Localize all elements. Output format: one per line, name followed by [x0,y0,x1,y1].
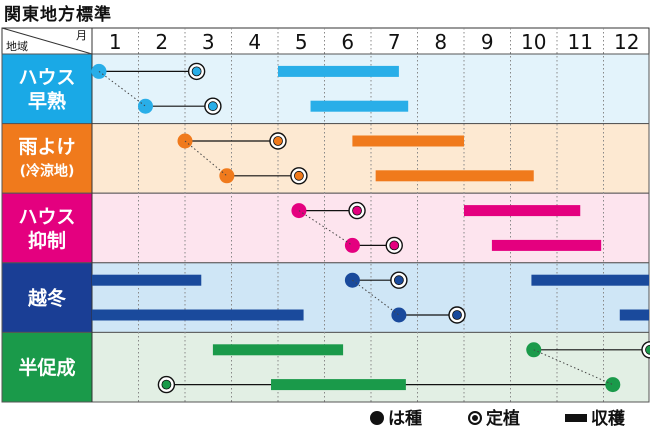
planting-marker-inner [389,240,400,251]
region-label-rain-shelter-1: (冷涼地) [20,162,75,179]
harvest-bar-house-retard [491,239,602,251]
sowing-connector [352,279,400,316]
harvest-bar-house-early [310,100,409,112]
legend-harvest-label: 収穫 [591,409,625,429]
region-label-overwinter-0: 越冬 [27,286,66,309]
month-label-11: 11 [568,30,593,54]
sowing-marker-house-early [137,98,153,114]
region-label-house-retard-0: ハウス [18,206,75,228]
header-month-label: 月 [76,29,87,42]
page-title: 関東地方標準 [4,5,112,25]
legend-planting-label: 定植 [486,409,520,429]
harvest-bar-icon [565,414,587,422]
planting-marker-inner [161,379,172,390]
legend-sowing-label: は種 [388,409,422,429]
region-label-house-early-1: 早熟 [28,90,66,113]
region-label-bg-half-forcing [1,331,93,403]
harvest-bar-overwinter [92,274,202,286]
month-label-10: 10 [521,30,546,54]
planting-marker-inner [273,136,283,146]
sowing-connector [298,210,353,246]
region-label-house-retard-1: 抑制 [28,229,66,252]
region-label-bg-house-early [1,53,93,125]
month-label-7: 7 [388,30,401,54]
harvest-bar-rain-shelter [352,135,464,147]
header-region-label: 地域 [6,40,28,53]
sowing-marker-overwinter [391,307,407,323]
month-label-5: 5 [295,30,308,54]
month-label-2: 2 [155,30,168,54]
month-label-4: 4 [248,30,261,54]
row-bg-half-forcing [91,331,650,403]
planting-marker-inner [207,101,218,112]
sowing-dot-icon [370,411,384,425]
planting-ring-icon [468,411,482,425]
planting-marker-inner [294,170,304,181]
sowing-marker-half-forcing [605,377,621,393]
harvest-bar-half-forcing [212,344,344,356]
month-label-12: 12 [614,30,639,54]
month-label-9: 9 [481,30,494,54]
header-diagonal [1,27,93,55]
harvest-bar-half-forcing [271,379,406,391]
planting-marker-inner [352,205,362,216]
sowing-connector [184,140,228,177]
harvest-bar-overwinter [92,309,304,321]
harvest-bar-overwinter [531,274,649,286]
row-bg-rain-shelter [91,123,650,194]
region-label-house-early-0: ハウス [18,67,75,89]
legend-sowing: は種 [370,404,422,429]
planting-marker-inner [393,275,404,286]
planting-marker-inner [645,344,650,355]
legend-harvest: 収穫 [565,404,625,429]
month-label-1: 1 [109,30,122,54]
sowing-connector [98,70,146,107]
harvest-bar-rain-shelter [375,170,534,182]
sowing-marker-house-retard [344,237,360,253]
harvest-bar-house-early [278,65,399,77]
planting-marker-inner [452,310,462,320]
region-label-bg-house-retard [1,192,93,264]
harvest-bar-house-retard [464,205,581,217]
region-label-half-forcing-0: 半促成 [18,356,75,379]
harvest-bar-overwinter [619,309,649,321]
planting-marker-inner [191,66,202,77]
region-label-bg-rain-shelter [1,123,93,194]
region-label-bg-overwinter [1,262,93,333]
legend-planting: 定植 [468,404,520,429]
header-row [1,27,650,55]
region-label-rain-shelter-0: 雨よけ [18,136,75,158]
month-label-3: 3 [202,30,215,54]
month-label-8: 8 [434,30,447,54]
month-label-6: 6 [341,30,354,54]
